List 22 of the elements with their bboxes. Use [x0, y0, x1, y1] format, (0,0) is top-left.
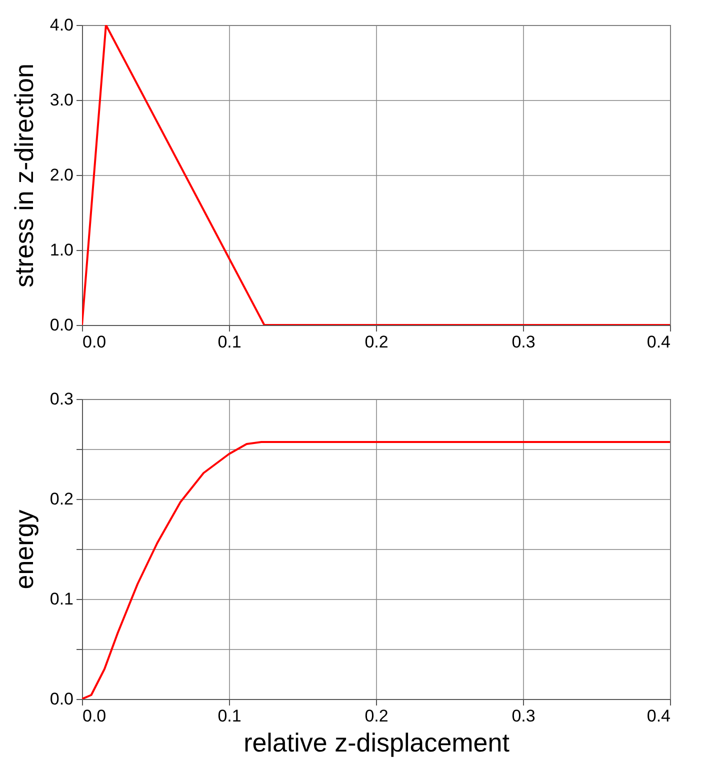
y-tick-label: 0.0	[50, 690, 74, 708]
x-tick-label: 0.4	[646, 706, 670, 726]
y-tick-label: 0.3	[50, 390, 74, 408]
y-axis-title: energy	[8, 510, 39, 590]
y-tick-label: 2.0	[50, 166, 74, 184]
x-tick-label: 0.0	[82, 332, 106, 352]
y-tick-label: 0.2	[50, 490, 74, 508]
x-tick-label: 0.4	[646, 332, 670, 352]
x-tick-label: 0.2	[364, 706, 388, 726]
y-tick-label: 4.0	[50, 16, 74, 34]
x-axis-title: relative z-displacement	[244, 728, 510, 758]
y-tick-label: 0.0	[50, 316, 74, 334]
y-axis-title: stress in z-direction	[8, 64, 39, 288]
x-tick-label: 0.2	[364, 332, 388, 352]
x-tick-label: 0.3	[512, 706, 536, 726]
x-tick-label: 0.1	[218, 706, 242, 726]
y-tick-label: 0.1	[50, 590, 74, 608]
y-tick-label: 1.0	[50, 240, 74, 260]
x-tick-label: 0.0	[82, 706, 106, 726]
x-tick-label: 0.3	[512, 332, 536, 352]
y-tick-label: 3.0	[50, 90, 74, 110]
x-tick-label: 0.1	[218, 332, 242, 352]
